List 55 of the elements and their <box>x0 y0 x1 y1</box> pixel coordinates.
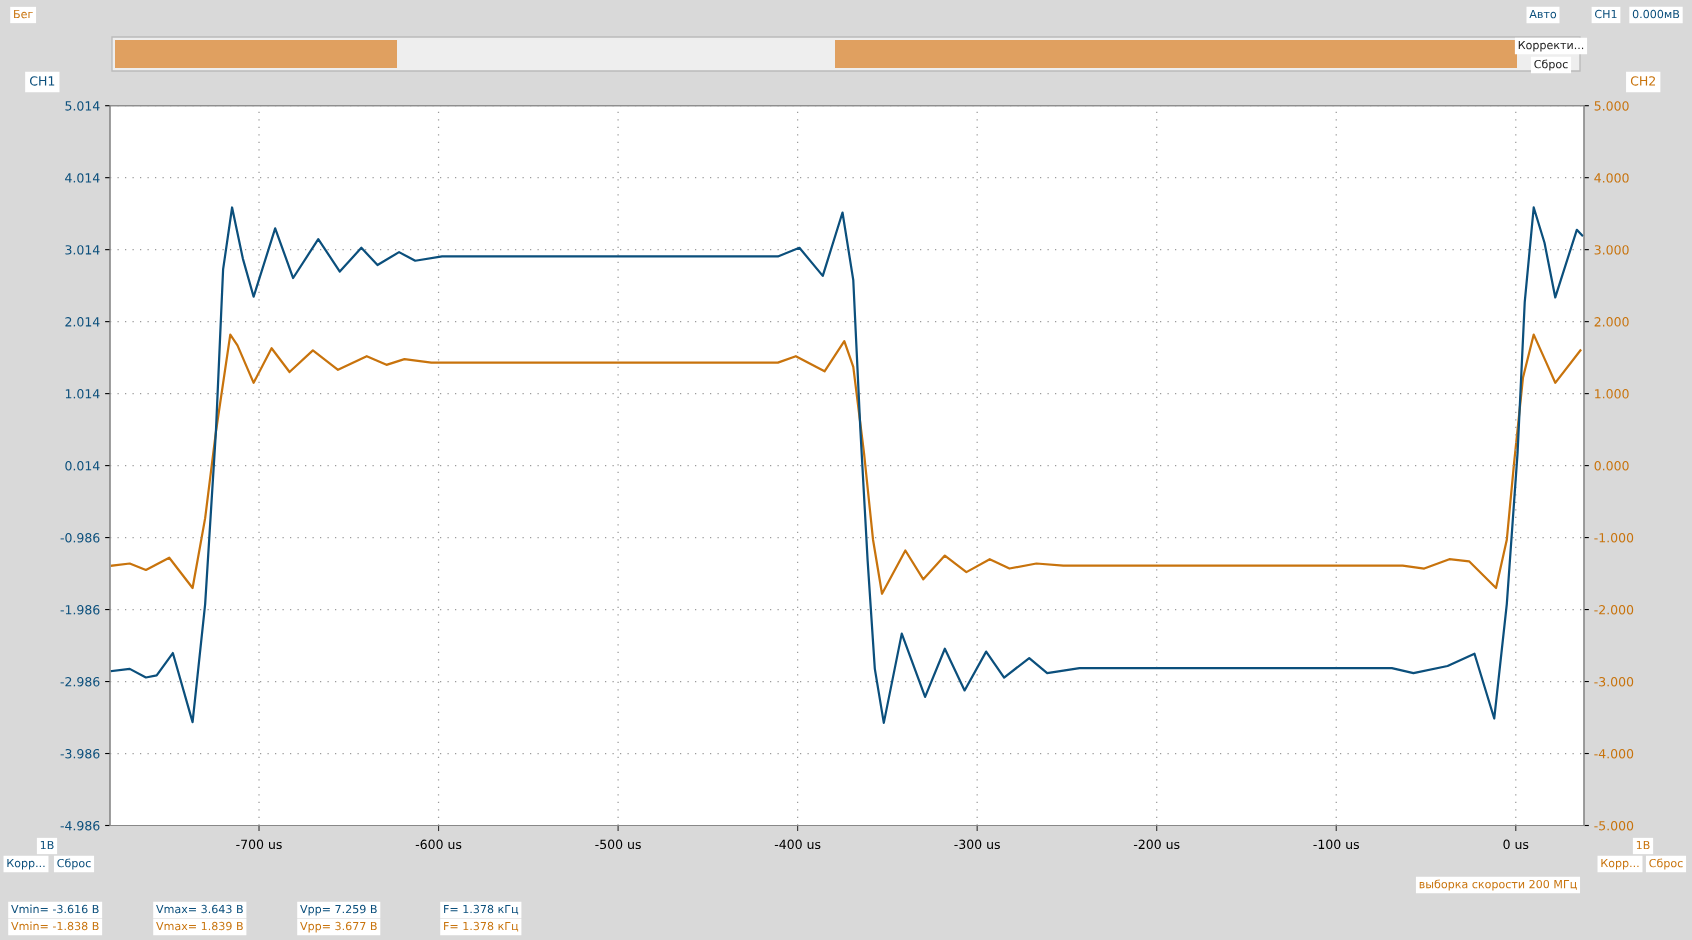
text: Сброс <box>1534 59 1568 71</box>
y2-axis-title: CH2 <box>1630 76 1656 86</box>
text: F= 1.378 кГц <box>444 921 519 932</box>
text: Бег <box>14 9 33 19</box>
text: Vmax= 1.839 В <box>156 921 243 931</box>
y2-tick-label: -3.000 <box>1594 677 1634 687</box>
text: Vmax= 3.643 В <box>156 904 243 914</box>
y-tick-label: 5.014 <box>65 101 100 111</box>
text: 1В <box>1636 840 1650 850</box>
y-tick-label: -3.986 <box>60 748 100 759</box>
text: Авто <box>1529 9 1557 19</box>
x-tick-label: -700 us <box>236 839 282 850</box>
y-tick-label: 4.014 <box>65 173 100 183</box>
text: Сброс <box>57 858 91 870</box>
y-tick-label: -0.986 <box>60 533 100 543</box>
text: 0.000мВ <box>1632 9 1680 19</box>
y2-tick-label: -4.000 <box>1594 748 1634 759</box>
x-tick-label: -500 us <box>595 839 641 850</box>
x-tick-label: -600 us <box>415 839 462 850</box>
text: Корр... <box>7 858 45 870</box>
text: Vmin= -3.616 В <box>11 904 99 914</box>
text: Корр... <box>1601 858 1639 870</box>
y2-tick-label: 4.000 <box>1594 173 1629 183</box>
y2-tick-label: 0.000 <box>1594 461 1629 471</box>
y2-tick-label: 2.000 <box>1594 317 1629 327</box>
text: Сброс <box>1649 858 1683 870</box>
x-tick-label: -300 us <box>954 839 1000 850</box>
y-tick-label: -4.986 <box>60 820 100 831</box>
text: Vmin= -1.838 В <box>11 921 99 931</box>
x-tick-label: -200 us <box>1133 839 1180 850</box>
y-tick-label: 1.014 <box>65 389 100 399</box>
y-tick-label: 2.014 <box>65 317 100 327</box>
y-axis-title: CH1 <box>29 76 55 86</box>
y-tick-label: 3.014 <box>65 245 100 255</box>
text: Vpp= 7.259 В <box>300 904 377 916</box>
text: 1В <box>40 840 54 850</box>
y2-tick-label: 1.000 <box>1595 389 1629 399</box>
y2-tick-label: 5.000 <box>1594 101 1629 111</box>
text: Vpp= 3.677 В <box>300 921 377 933</box>
text: F= 1.378 кГц <box>444 904 519 915</box>
y2-tick-label: -2.000 <box>1594 605 1634 615</box>
line-series <box>110 206 1584 724</box>
x-tick-label: -400 us <box>774 839 821 850</box>
y2-tick-label: 3.000 <box>1594 245 1629 255</box>
y-tick-label: 0.014 <box>65 461 100 471</box>
line-series <box>110 333 1582 595</box>
x-tick-label: 0 us <box>1503 839 1529 850</box>
text: Корректи... <box>1518 40 1584 52</box>
y-tick-label: -1.986 <box>60 605 100 615</box>
y2-tick-label: -1.000 <box>1594 533 1634 543</box>
x-tick-label: -100 us <box>1313 839 1360 850</box>
y2-tick-label: -5.000 <box>1594 820 1634 831</box>
y-tick-label: -2.986 <box>60 677 100 687</box>
text: выборка скорости 200 МГц <box>1419 879 1577 891</box>
text: CH1 <box>1595 9 1617 19</box>
